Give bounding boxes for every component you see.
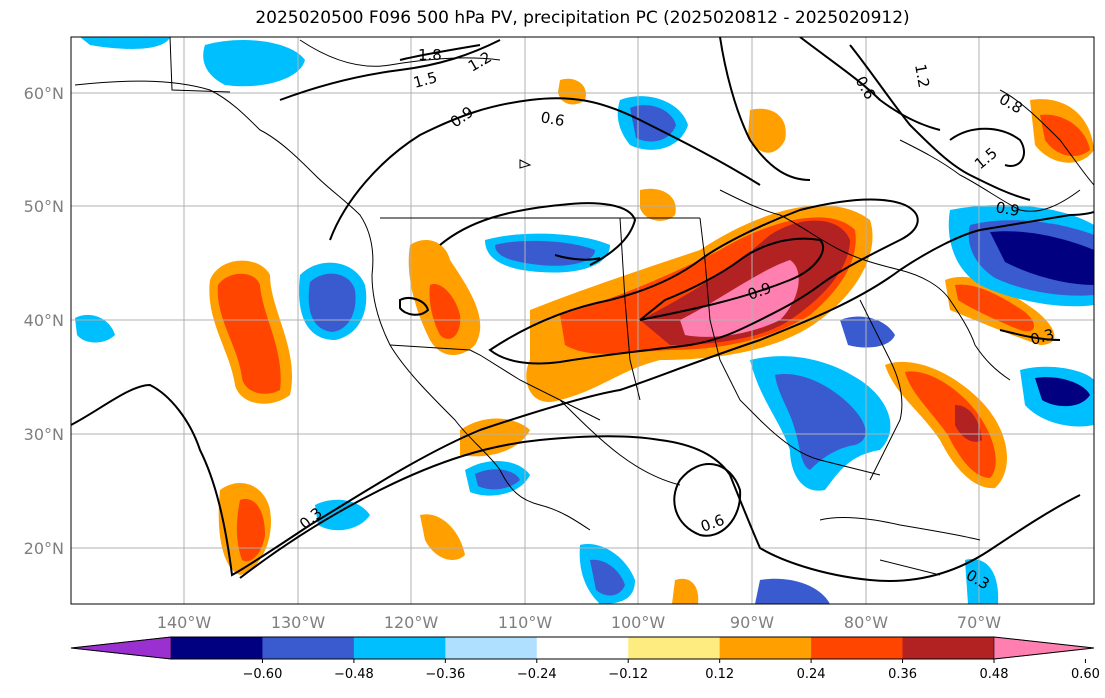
colorbar-swatch [811, 637, 904, 659]
latitude-labels: 60°N 50°N 40°N 30°N 20°N [24, 84, 64, 558]
map-plot-area: 1.8 1.5 1.2 0.9 0.6 0.9 0.6 0.3 0.3 0.6 … [71, 37, 1094, 604]
contour-label: 0.3 [1028, 325, 1056, 349]
lat-label: 60°N [24, 84, 64, 103]
contour-label: 1.5 [411, 68, 439, 92]
graticule [71, 37, 1094, 604]
colorbar-tick-label: 0.24 [797, 667, 826, 682]
contour-label: 1.8 [418, 46, 442, 64]
pv-contours [71, 37, 1094, 582]
contour-label: 0.9 [994, 198, 1021, 220]
colorbar-swatch [262, 637, 355, 659]
lat-label: 40°N [24, 311, 64, 330]
lon-label: 80°W [844, 613, 888, 632]
contour-label: 0.6 [539, 108, 566, 130]
colorbar-frame [70, 636, 1095, 660]
lon-label: 130°W [271, 613, 326, 632]
colorbar-swatch [445, 637, 538, 659]
colorbar-tick-label: −0.36 [425, 667, 465, 682]
colorbar-tick-label: 0.36 [888, 667, 917, 682]
colorbar-swatch [171, 637, 263, 659]
colorbar-tick-label: −0.60 [243, 667, 283, 682]
colorbar-swatch [719, 637, 812, 659]
lat-label: 50°N [24, 197, 64, 216]
lat-label: 30°N [24, 425, 64, 444]
coastlines [74, 37, 1094, 576]
longitude-labels: 140°W 130°W 120°W 110°W 100°W 90°W 80°W … [157, 613, 1001, 632]
colorbar-tick-label: 0.48 [980, 667, 1009, 682]
colorbar-swatch [353, 637, 446, 659]
colorbar-extend-low [70, 636, 172, 660]
colorbar-swatch [628, 637, 721, 659]
lat-label: 20°N [24, 539, 64, 558]
lon-label: 70°W [957, 613, 1001, 632]
lon-label: 110°W [498, 613, 553, 632]
lon-label: 90°W [730, 613, 774, 632]
colorbar-tick-label: −0.48 [334, 667, 374, 682]
colorbar-extend-high [993, 636, 1095, 660]
colorbar: −0.60 −0.48 −0.36 −0.24 −0.12 0.12 0.24 0.36 0.4… [70, 636, 1100, 682]
colorbar-tick-label: 0.60 [1071, 667, 1100, 682]
colorbar-swatch [902, 637, 995, 659]
lon-label: 140°W [157, 613, 212, 632]
lon-label: 100°W [611, 613, 666, 632]
colorbar-tick-label: 0.12 [705, 667, 734, 682]
precip-shading [75, 37, 1094, 604]
lon-label: 120°W [384, 613, 439, 632]
colorbar-tick-label: −0.12 [608, 667, 648, 682]
plot-frame [70, 36, 1095, 605]
contour-label: 1.2 [911, 63, 933, 90]
colorbar-swatch [536, 637, 629, 659]
map-title: 2025020500 F096 500 hPa PV, precipitatio… [255, 8, 910, 28]
colorbar-tick-label: −0.24 [517, 667, 557, 682]
